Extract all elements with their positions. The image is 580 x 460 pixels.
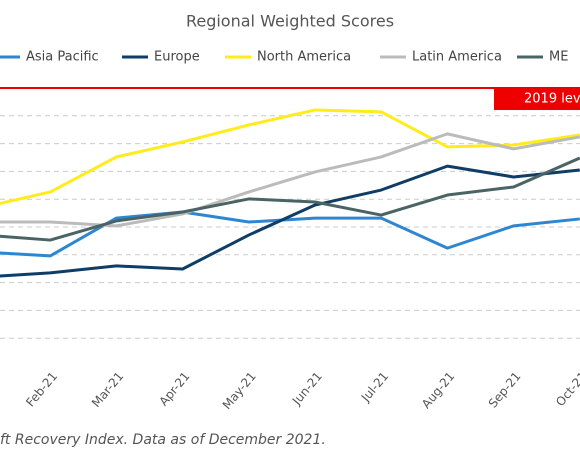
x-tick-label: Feb-21 [23,369,60,409]
chart-title: Regional Weighted Scores [186,12,394,31]
legend-label: Europe [154,50,200,65]
legend-label: ME [549,50,568,65]
series-line [0,132,580,228]
x-tick-label: May-21 [220,369,259,412]
reference-label-box [494,88,580,110]
x-tick-label: Apr-21 [156,369,192,408]
legend-label: North America [257,50,351,65]
series-line [0,164,580,278]
legend-label: Latin America [412,50,502,65]
series-line [0,210,580,258]
footnote: ft Recovery Index. Data as of December 2… [0,432,326,448]
legend-label: Asia Pacific [26,50,99,65]
x-tick-label: Sep-21 [486,369,524,410]
series-line [0,156,580,242]
series-line [0,108,580,205]
x-tick-label: Jun-21 [289,369,325,408]
x-tick-label: Mar-21 [89,369,126,410]
x-tick-label: Jul-21 [358,369,391,405]
x-tick-label: Oct-21 [553,369,580,409]
reference-label: 2019 lev [524,92,580,107]
x-tick-label: Aug-21 [419,369,457,411]
